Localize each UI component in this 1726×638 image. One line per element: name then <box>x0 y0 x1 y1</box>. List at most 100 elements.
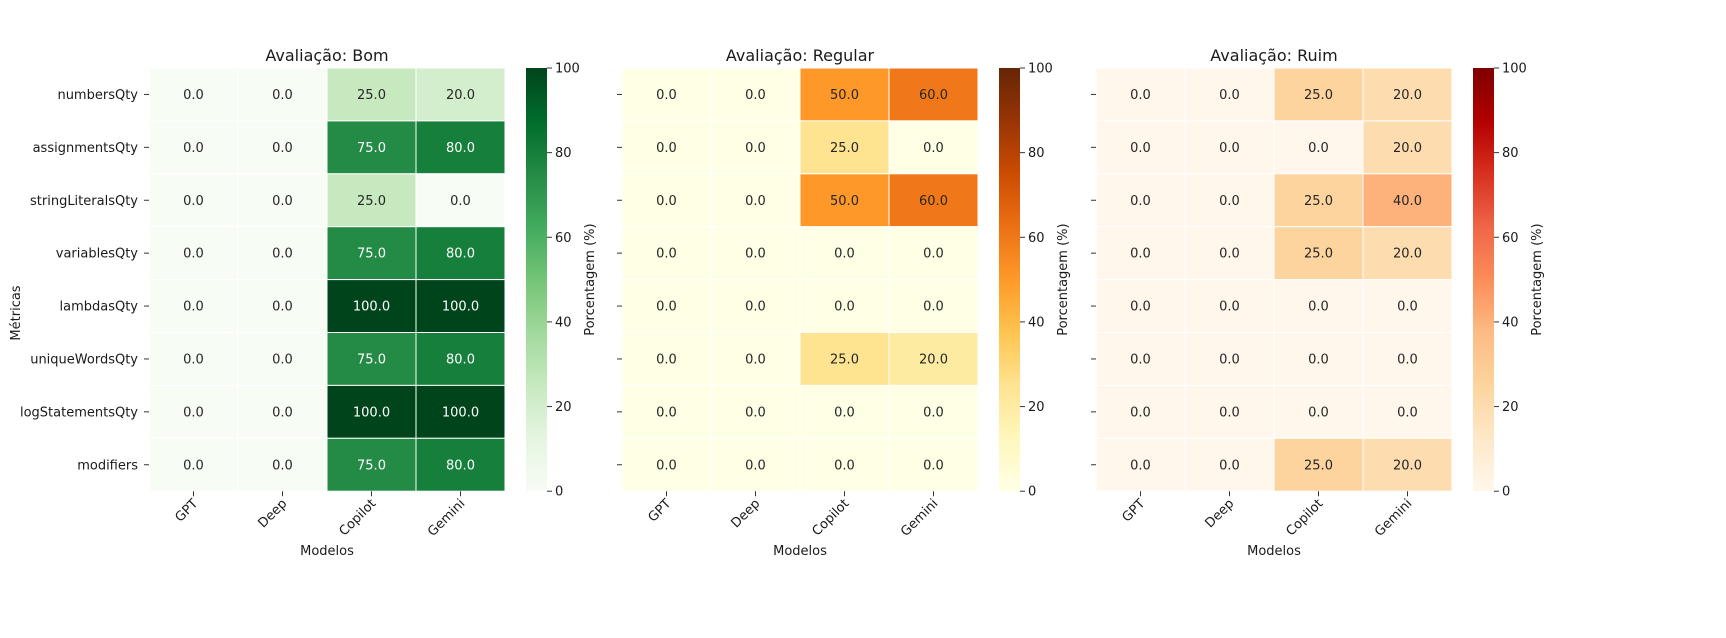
cell-value-label: 0.0 <box>1308 141 1329 156</box>
colorbar-tick-label: 100 <box>1028 62 1053 77</box>
colorbar-tick-label: 20 <box>555 400 572 415</box>
cell-value-label: 0.0 <box>923 300 944 315</box>
cell-value-label: 0.0 <box>745 141 766 156</box>
cell-value-label: 0.0 <box>1219 247 1240 262</box>
heatmap-panel-1: Avaliação: Bom 0.0 0.0 25.0 20.0 0.0 0.0 75.0 80… <box>20 46 598 559</box>
heatmap-cell <box>1273 437 1364 492</box>
colorbar-tick-label: 60 <box>1502 231 1519 246</box>
cell-value-label: 0.0 <box>272 247 293 262</box>
heatmap-cell <box>1095 384 1186 439</box>
cell-value-label: 20.0 <box>1393 247 1422 262</box>
cell-value-label: 0.0 <box>923 405 944 420</box>
cell-value-label: 20.0 <box>1393 88 1422 103</box>
heatmap-panel-3: Avaliação: Ruim 0.0 0.0 25.0 20.0 0.0 0.0 0.0 20… <box>1091 46 1545 559</box>
heatmap-cell <box>888 173 979 228</box>
heatmap-cell <box>799 226 890 281</box>
heatmap-cell <box>710 120 801 175</box>
cell-value-label: 20.0 <box>446 88 475 103</box>
heatmap-cell <box>1273 226 1364 281</box>
heatmap-cell <box>1095 332 1186 386</box>
heatmap-cell <box>1095 67 1186 122</box>
colorbar-tick-label: 80 <box>1028 146 1045 161</box>
colorbar-tick-label: 100 <box>1502 62 1527 77</box>
heatmap-cell <box>799 384 890 439</box>
cell-value-label: 0.0 <box>272 405 293 420</box>
heatmap-cell <box>621 437 712 492</box>
heatmap-cell <box>621 332 712 386</box>
cell-value-label: 0.0 <box>1130 141 1151 156</box>
heatmap-cell <box>888 384 979 439</box>
heatmap-cell <box>710 226 801 281</box>
heatmap-cell <box>710 67 801 122</box>
heatmap-cell <box>237 67 328 122</box>
cell-value-label: 20.0 <box>1393 141 1422 156</box>
cell-value-label: 0.0 <box>656 300 677 315</box>
colorbar-tick-label: 100 <box>555 62 580 77</box>
heatmap-cell <box>326 226 417 281</box>
cell-value-label: 0.0 <box>272 88 293 103</box>
y-tick-label: lambdasQty <box>59 300 138 315</box>
cell-value-label: 0.0 <box>183 300 204 315</box>
cell-value-label: 80.0 <box>446 458 475 473</box>
cell-value-label: 25.0 <box>830 141 859 156</box>
colorbar-tick-label: 0 <box>1028 485 1036 500</box>
heatmap-cell <box>415 226 506 281</box>
colorbar-tick-label: 60 <box>1028 231 1045 246</box>
y-tick-label: modifiers <box>77 458 138 473</box>
cell-value-label: 25.0 <box>357 88 386 103</box>
cell-value-label: 50.0 <box>830 88 859 103</box>
cell-value-label: 100.0 <box>442 300 479 315</box>
cell-value-label: 0.0 <box>272 194 293 209</box>
heatmap-cell <box>415 279 506 334</box>
cell-value-label: 0.0 <box>923 141 944 156</box>
heatmap-cell <box>1362 384 1453 439</box>
cell-value-label: 0.0 <box>1219 141 1240 156</box>
cell-value-label: 25.0 <box>1304 458 1333 473</box>
y-tick-label: assignmentsQty <box>33 141 139 156</box>
cell-value-label: 60.0 <box>919 88 948 103</box>
cell-value-label: 0.0 <box>745 458 766 473</box>
cell-value-label: 0.0 <box>1397 352 1418 367</box>
cell-value-label: 0.0 <box>1130 247 1151 262</box>
cell-value-label: 0.0 <box>656 405 677 420</box>
heatmap-cell <box>710 279 801 334</box>
heatmap-cell <box>148 332 239 386</box>
cell-value-label: 80.0 <box>446 352 475 367</box>
cell-value-label: 0.0 <box>1219 405 1240 420</box>
cell-value-label: 0.0 <box>834 247 855 262</box>
heatmap-cell <box>1273 384 1364 439</box>
x-axis-label: Modelos <box>1247 544 1301 559</box>
cell-value-label: 0.0 <box>656 352 677 367</box>
heatmap-panel-2: Avaliação: Regular 0.0 0.0 50.0 60.0 0.0 0.0 25… <box>617 46 1071 559</box>
heatmap-cell <box>1184 173 1275 228</box>
cell-value-label: 40.0 <box>1393 194 1422 209</box>
heatmap-cell <box>415 67 506 122</box>
cell-value-label: 0.0 <box>1219 352 1240 367</box>
heatmap-cell <box>1273 67 1364 122</box>
cell-value-label: 60.0 <box>919 194 948 209</box>
cell-value-label: 80.0 <box>446 247 475 262</box>
cell-value-label: 0.0 <box>656 194 677 209</box>
colorbar-tick-label: 40 <box>1502 315 1519 330</box>
cell-value-label: 0.0 <box>656 458 677 473</box>
y-tick-label: stringLiteralsQty <box>30 194 138 209</box>
heatmap-cell <box>1184 120 1275 175</box>
cell-value-label: 75.0 <box>357 352 386 367</box>
heatmap-cell <box>799 437 890 492</box>
cell-value-label: 75.0 <box>357 141 386 156</box>
heatmap-cell <box>237 226 328 281</box>
cell-value-label: 25.0 <box>1304 88 1333 103</box>
heatmap-cell <box>326 437 417 492</box>
cell-value-label: 0.0 <box>745 194 766 209</box>
cell-value-label: 0.0 <box>183 458 204 473</box>
cell-value-label: 75.0 <box>357 247 386 262</box>
colorbar-tick-label: 40 <box>1028 315 1045 330</box>
cell-value-label: 0.0 <box>1130 405 1151 420</box>
cell-value-label: 0.0 <box>183 141 204 156</box>
heatmap-cell <box>415 437 506 492</box>
cell-value-label: 0.0 <box>1308 405 1329 420</box>
panels: Avaliação: Bom 0.0 0.0 25.0 20.0 0.0 0.0 75.0 80… <box>20 46 1545 559</box>
cell-value-label: 0.0 <box>183 194 204 209</box>
heatmap-cell <box>415 173 506 228</box>
